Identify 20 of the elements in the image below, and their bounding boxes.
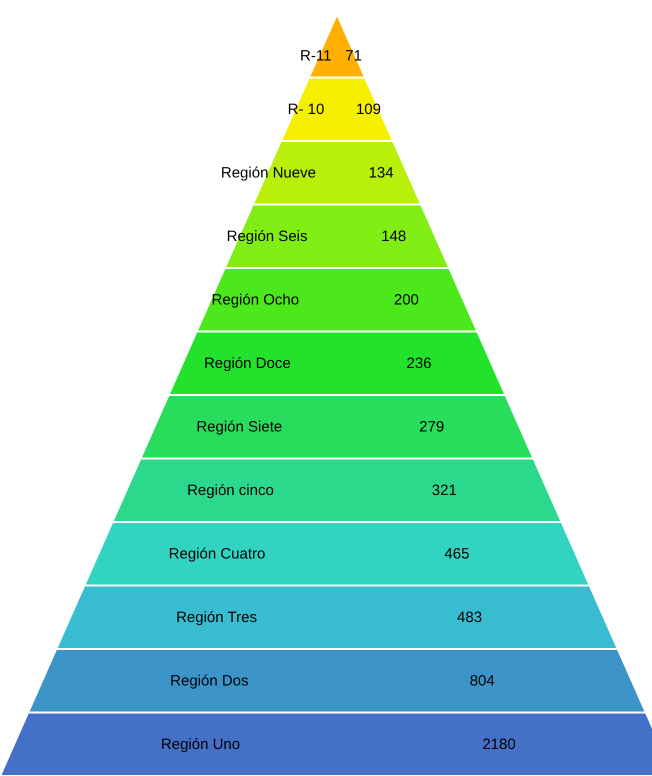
data-label: 148 bbox=[381, 228, 406, 245]
category-label: Región Tres bbox=[176, 608, 257, 626]
data-label: 804 bbox=[470, 672, 495, 690]
category-label: Región Cuatro bbox=[168, 545, 266, 562]
data-label: 279 bbox=[419, 418, 444, 436]
category-label: Región Doce bbox=[204, 354, 291, 372]
data-label: 465 bbox=[444, 545, 470, 562]
data-label: 134 bbox=[368, 164, 394, 182]
data-label: 236 bbox=[406, 354, 432, 372]
data-label: 483 bbox=[457, 608, 482, 626]
data-label: 200 bbox=[394, 291, 419, 308]
category-label: Región Siete bbox=[196, 418, 282, 436]
category-label: Región cinco bbox=[187, 482, 274, 499]
category-label: Región Uno bbox=[160, 736, 240, 753]
data-label: 2180 bbox=[482, 736, 516, 753]
category-label: Región Nueve bbox=[220, 164, 316, 182]
category-label: Región Dos bbox=[170, 672, 249, 690]
category-label: R- 10 bbox=[288, 100, 324, 118]
data-label: 321 bbox=[432, 482, 457, 499]
category-label: Región Ocho bbox=[212, 291, 300, 308]
